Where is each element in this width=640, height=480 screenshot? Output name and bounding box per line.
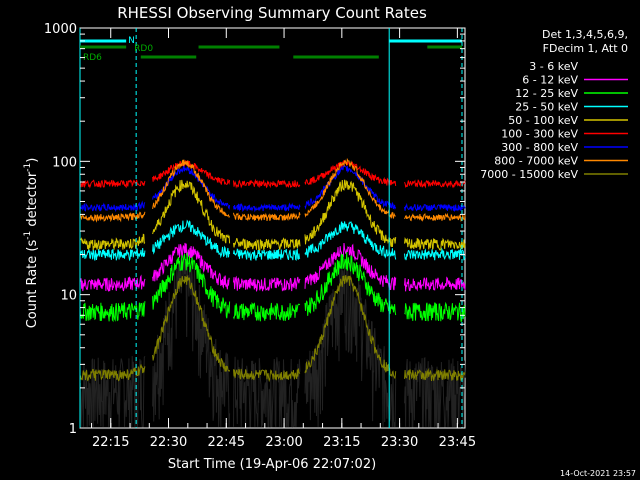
legend-label: 50 - 100 keV: [508, 114, 578, 127]
series-line: [79, 242, 466, 292]
n-marker-label: N: [128, 36, 135, 46]
x-tick-label: 23:45: [439, 435, 476, 450]
legend-label: 7000 - 15000 keV: [480, 168, 578, 181]
y-label-part2: detector: [25, 171, 40, 231]
chart-title: RHESSI Observing Summary Count Rates: [117, 4, 427, 22]
series-8: [79, 157, 466, 223]
y-label-sup2: -1: [23, 163, 33, 172]
series-line: [79, 252, 466, 323]
rd0-label: RD0: [134, 44, 153, 54]
series-3: [79, 252, 466, 323]
x-axis-label: Start Time (19-Apr-06 22:07:02): [168, 457, 376, 472]
y-axis-label: Count Rate (s-1 detector-1): [23, 158, 40, 329]
y-tick-label: 100: [52, 155, 77, 170]
legend-label: 3 - 6 keV: [529, 60, 578, 73]
series-line: [79, 179, 466, 251]
legend-label: 12 - 25 keV: [515, 87, 578, 100]
x-tick-label: 22:45: [208, 435, 245, 450]
rd6-label: RD6: [83, 53, 102, 63]
legend-label: 100 - 300 keV: [501, 128, 578, 141]
x-tick-label: 22:30: [150, 435, 187, 450]
x-tick-label: 23:00: [265, 435, 302, 450]
axis-layer: 1 10 100 1000 22:15 22:30 22:45 23:00 23:15 23:30…: [44, 22, 476, 450]
y-tick-label: 1: [69, 422, 77, 437]
series-line: [79, 219, 466, 262]
legend-label: 25 - 50 keV: [515, 101, 578, 114]
y-tick-label: 10: [60, 289, 77, 304]
y-tick-label: 1000: [44, 22, 77, 37]
legend-label: 800 - 7000 keV: [494, 155, 578, 168]
series-line: [79, 159, 466, 189]
series-7: [79, 163, 466, 213]
x-tick-label: 23:15: [323, 435, 360, 450]
series-9: [79, 275, 466, 383]
y-label-part3: ): [25, 158, 40, 163]
series-2: [79, 242, 466, 292]
x-tick-label: 23:30: [381, 435, 418, 450]
timestamp: 14-Oct-2021 23:57: [560, 469, 636, 478]
series-4: [79, 219, 466, 262]
x-tick-label: 22:15: [92, 435, 129, 450]
legend-header-2: FDecim 1, Att 0: [543, 42, 628, 55]
legend-header-1: Det 1,3,4,5,6,9,: [542, 28, 628, 41]
legend-label: 6 - 12 keV: [522, 74, 578, 87]
y-label-sup1: -1: [23, 231, 33, 240]
series-line: [79, 275, 466, 383]
series-6: [79, 159, 466, 189]
series-layer: [79, 157, 466, 428]
y-label-part1: Count Rate (s: [25, 240, 40, 329]
series-line: [79, 163, 466, 213]
legend-label: 300 - 800 keV: [501, 141, 578, 154]
legend: Det 1,3,4,5,6,9, FDecim 1, Att 0 3 - 6 k…: [480, 28, 628, 181]
series-line: [79, 157, 466, 223]
series-5: [79, 179, 466, 251]
